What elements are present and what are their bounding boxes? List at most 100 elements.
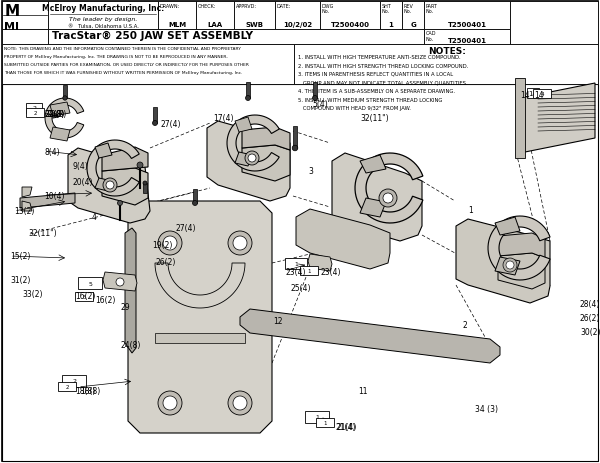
Text: 32(11"): 32(11") [28, 229, 56, 238]
Bar [48, 2, 158, 30]
Circle shape [503, 258, 517, 272]
Text: SUBMITTED OUTSIDE PARTIES FOR EXAMINATION, OR USED DIRECTLY OR INDIRECTLY FOR TH: SUBMITTED OUTSIDE PARTIES FOR EXAMINATIO… [4, 63, 249, 67]
Text: 32(11"): 32(11") [360, 114, 389, 123]
Text: 11: 11 [358, 387, 368, 396]
Polygon shape [102, 148, 148, 172]
Polygon shape [313, 83, 317, 99]
Polygon shape [103, 272, 137, 291]
Polygon shape [68, 149, 150, 224]
Polygon shape [207, 122, 290, 201]
Text: SWB: SWB [245, 22, 263, 28]
Text: THAN THOSE FOR WHICH IT WAS FURNISHED WITHOUT WRITTEN PERMISSION OF McElroy Manu: THAN THOSE FOR WHICH IT WAS FURNISHED WI… [4, 71, 242, 75]
Text: SHT
No.: SHT No. [382, 4, 391, 14]
Text: 2: 2 [33, 111, 37, 116]
Polygon shape [246, 83, 250, 99]
Polygon shape [456, 219, 550, 303]
Polygon shape [308, 255, 332, 271]
Text: 5: 5 [82, 294, 86, 300]
Polygon shape [22, 201, 32, 212]
Bar [320, 2, 380, 30]
Bar [2, 45, 294, 85]
Polygon shape [227, 116, 279, 172]
Text: REV
No.: REV No. [404, 4, 413, 14]
Polygon shape [242, 146, 290, 181]
Bar [2, 2, 48, 30]
Text: 28(4): 28(4) [580, 299, 600, 308]
Text: 5(4): 5(4) [312, 99, 328, 108]
Polygon shape [332, 154, 422, 242]
Text: 17(4): 17(4) [213, 114, 233, 123]
Polygon shape [498, 253, 545, 289]
Text: DWG
No.: DWG No. [322, 4, 334, 14]
Text: MLM: MLM [168, 22, 186, 28]
Circle shape [116, 278, 124, 287]
Bar [402, 2, 424, 30]
Circle shape [103, 179, 117, 193]
Bar [275, 2, 320, 30]
Bar [527, 89, 539, 99]
Text: 10/2/02: 10/2/02 [283, 22, 312, 28]
Text: 22(8): 22(8) [46, 109, 66, 118]
Polygon shape [360, 156, 386, 174]
Bar [62, 375, 86, 387]
Text: 25(4): 25(4) [290, 284, 311, 293]
Polygon shape [125, 229, 136, 353]
Text: 2: 2 [72, 379, 76, 384]
Text: 23(4): 23(4) [285, 267, 305, 276]
Polygon shape [143, 184, 147, 194]
Bar [510, 2, 598, 45]
Polygon shape [155, 333, 245, 343]
Text: PART
No.: PART No. [425, 4, 437, 14]
Polygon shape [495, 218, 520, 236]
Bar [380, 2, 402, 30]
Text: 22(8): 22(8) [44, 109, 64, 118]
Text: 23(4): 23(4) [320, 267, 341, 276]
Bar [26, 104, 42, 114]
Circle shape [228, 391, 252, 415]
Text: APPRVD:: APPRVD: [236, 4, 257, 8]
Polygon shape [242, 128, 290, 150]
Text: 27(4): 27(4) [175, 224, 196, 233]
Text: 3: 3 [308, 166, 313, 175]
Text: 18(8): 18(8) [75, 387, 95, 396]
Text: 34 (3): 34 (3) [475, 405, 498, 413]
Text: 12: 12 [273, 316, 283, 325]
Text: 8(4): 8(4) [44, 147, 59, 156]
Text: 1: 1 [323, 420, 327, 425]
Text: 2: 2 [32, 106, 36, 111]
Text: 21(4): 21(4) [336, 423, 356, 432]
Polygon shape [293, 127, 297, 149]
Text: 4: 4 [92, 213, 97, 222]
Circle shape [158, 391, 182, 415]
Text: 26(2): 26(2) [155, 257, 175, 266]
Text: 22(8): 22(8) [44, 109, 64, 118]
Polygon shape [235, 153, 252, 167]
Circle shape [313, 96, 317, 101]
Polygon shape [63, 86, 67, 99]
Text: 15(2): 15(2) [10, 252, 31, 261]
Text: 4: 4 [540, 92, 544, 97]
Circle shape [379, 189, 397, 207]
Text: ®   Tulsa, Oklahoma U.S.A.: ® Tulsa, Oklahoma U.S.A. [68, 24, 139, 29]
Polygon shape [155, 263, 245, 308]
Text: 16(2): 16(2) [75, 291, 95, 300]
Text: NOTE: THIS DRAWING AND THE INFORMATION CONTAINED THEREIN IS THE CONFIDENTIAL AND: NOTE: THIS DRAWING AND THE INFORMATION C… [4, 47, 241, 51]
Bar [196, 2, 234, 30]
Text: 19(2): 19(2) [152, 241, 172, 250]
Circle shape [63, 97, 67, 101]
Text: 2: 2 [462, 321, 467, 330]
Circle shape [106, 181, 114, 189]
Text: DRAWN:: DRAWN: [160, 4, 180, 8]
Bar [48, 30, 424, 45]
Circle shape [506, 262, 514, 269]
Text: The leader by design.: The leader by design. [69, 17, 137, 22]
Polygon shape [488, 217, 550, 281]
Text: 33(2): 33(2) [22, 289, 43, 298]
Text: PROPERTY OF McElroy Manufacturing, Inc. THE DRAWING IS NOT TO BE REPRODUCED IN A: PROPERTY OF McElroy Manufacturing, Inc. … [4, 55, 228, 59]
Text: 1: 1 [294, 262, 298, 267]
Circle shape [233, 396, 247, 410]
Circle shape [245, 152, 259, 166]
Text: MI: MI [4, 22, 19, 32]
Bar [2, 30, 48, 45]
Text: CAD
No.: CAD No. [425, 31, 436, 42]
